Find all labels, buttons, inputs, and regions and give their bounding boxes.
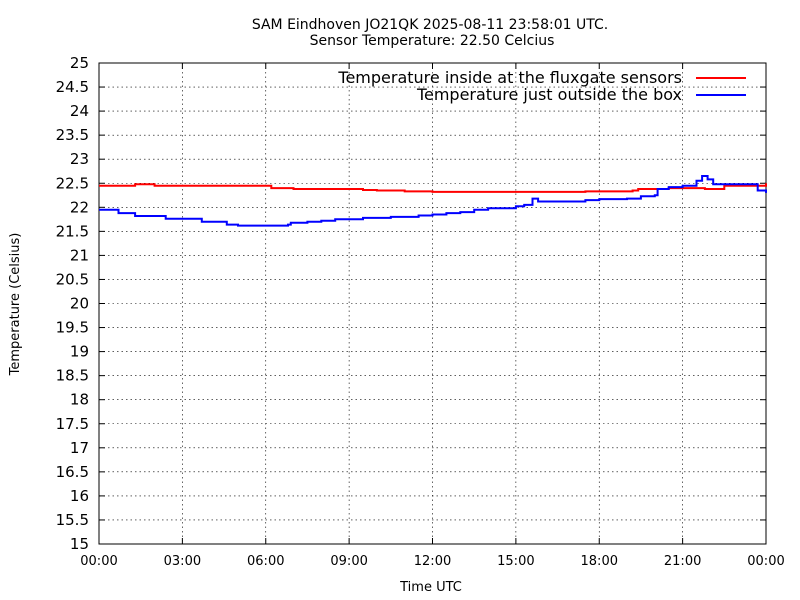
y-tick-labels: 15 15.5 16 16.5 17 17.5 18 18.5 19 19.5 20 20.5 21 21… [56, 54, 89, 553]
chart-title: SAM Eindhoven JO21QK 2025-08-11 23:58:01… [252, 17, 608, 33]
y-tick-label: 19.5 [56, 319, 89, 337]
y-tick-label: 16 [70, 487, 89, 505]
series-line-inside [99, 183, 767, 193]
y-axis-label: Temperature (Celsius) [8, 233, 23, 377]
y-tick-label: 20.5 [56, 270, 89, 288]
series-layer [99, 175, 767, 227]
x-tick-label: 00:00 [80, 554, 117, 569]
y-tick-label: 24 [70, 102, 89, 120]
y-tick-label: 22.5 [56, 174, 89, 192]
x-tick-label: 18:00 [581, 554, 618, 569]
y-tick-label: 25 [70, 54, 89, 72]
y-tick-label: 21 [70, 246, 89, 264]
y-tick-label: 17 [70, 439, 89, 457]
tick-marks [98, 62, 767, 545]
x-tick-labels: 00:00 03:00 06:00 09:00 12:00 15:00 18:00 21:00… [80, 554, 784, 569]
y-tick-label: 15.5 [56, 511, 89, 529]
x-tick-label: 09:00 [330, 554, 367, 569]
x-tick-label: 12:00 [414, 554, 451, 569]
y-tick-label: 24.5 [56, 78, 89, 96]
x-axis-label: Time UTC [399, 580, 462, 595]
y-tick-label: 18.5 [56, 367, 89, 385]
x-tick-label: 06:00 [247, 554, 284, 569]
grid-lines [99, 63, 766, 544]
y-tick-label: 20 [70, 295, 89, 313]
y-tick-label: 19 [70, 343, 89, 361]
legend-label-inside: Temperature inside at the fluxgate senso… [337, 68, 682, 87]
y-tick-label: 23 [70, 150, 89, 168]
x-tick-label: 03:00 [164, 554, 201, 569]
y-tick-label: 21.5 [56, 222, 89, 240]
x-tick-label: 21:00 [664, 554, 701, 569]
y-tick-label: 22 [70, 198, 89, 216]
y-tick-label: 23.5 [56, 126, 89, 144]
y-tick-label: 18 [70, 391, 89, 409]
legend-label-outside: Temperature just outside the box [416, 85, 682, 104]
y-tick-label: 16.5 [56, 463, 89, 481]
chart-subtitle: Sensor Temperature: 22.50 Celcius [310, 33, 555, 49]
x-tick-label: 00:00 [747, 554, 784, 569]
y-tick-label: 17.5 [56, 415, 89, 433]
series-line-outside [99, 175, 767, 227]
x-tick-label: 15:00 [497, 554, 534, 569]
y-tick-label: 15 [70, 535, 89, 553]
legend: Temperature inside at the fluxgate senso… [337, 68, 746, 104]
